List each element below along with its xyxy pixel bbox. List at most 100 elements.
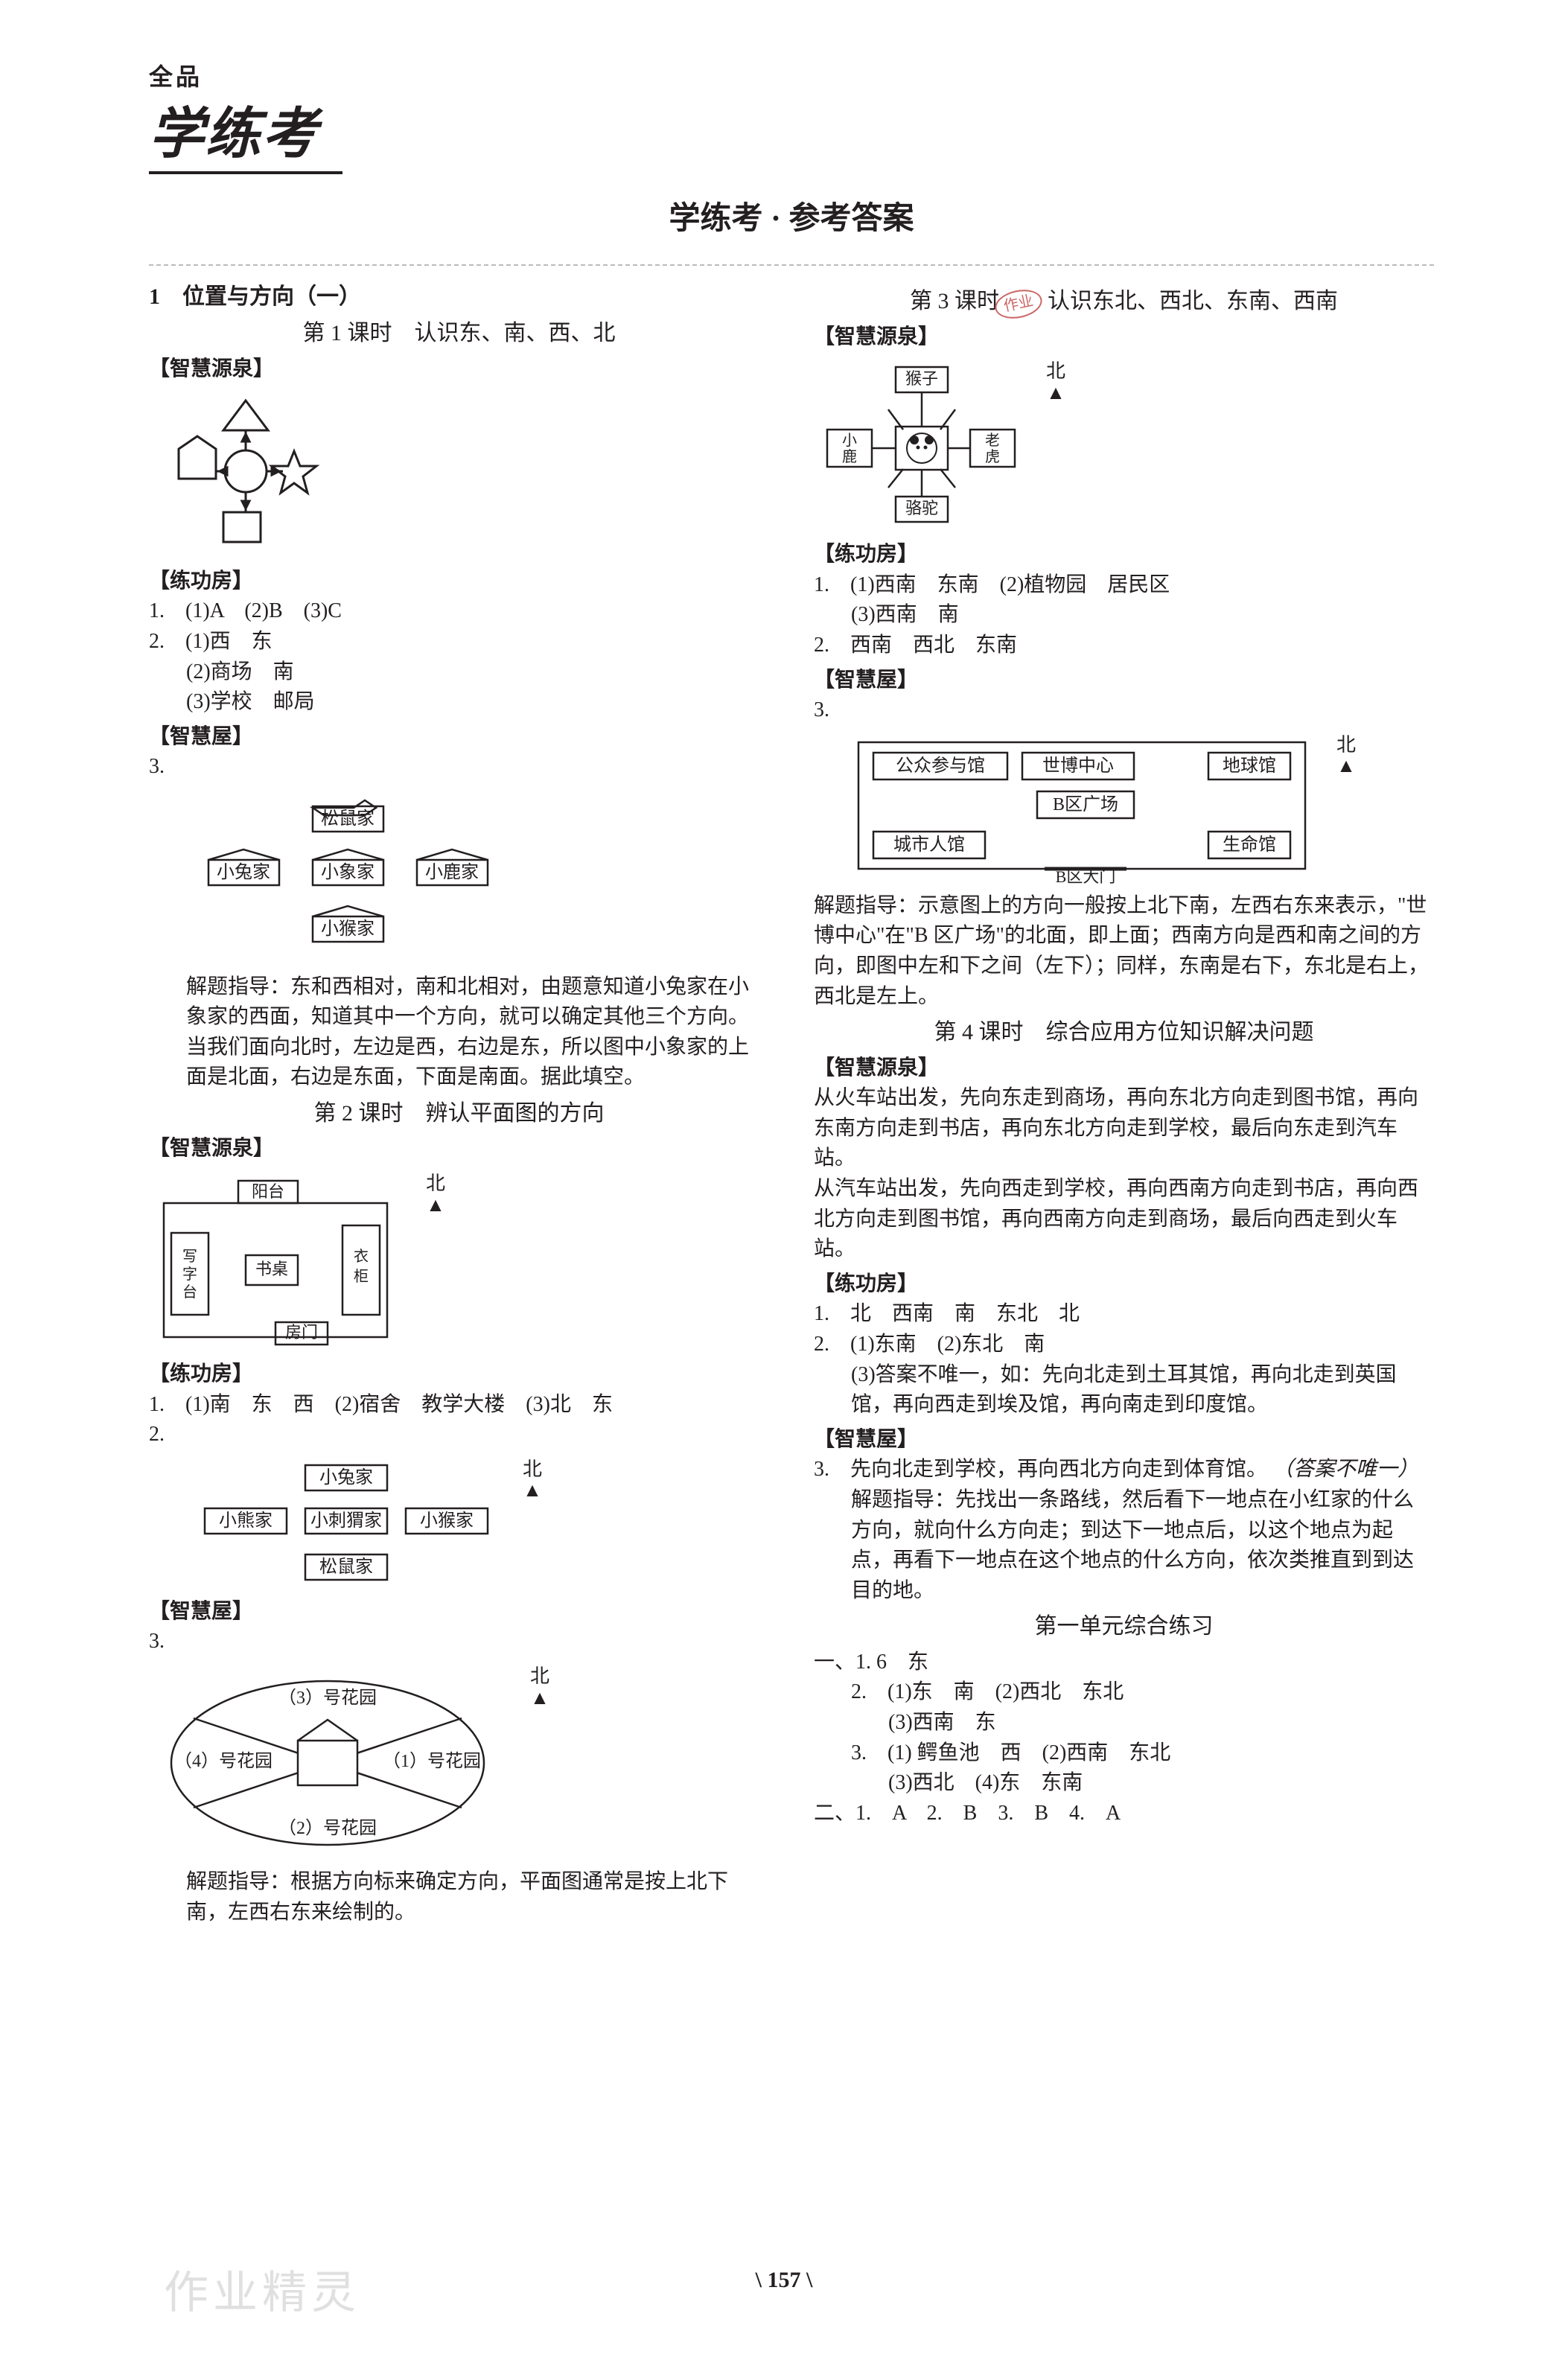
section-liangong-2: 【练功房】 bbox=[149, 1359, 769, 1390]
section-liangong-1: 【练功房】 bbox=[149, 567, 769, 597]
logo-subtitle: 全品 bbox=[149, 60, 1434, 94]
section-zhihuiyuan-3: 【智慧源泉】 bbox=[814, 322, 1434, 353]
l2-ans2: 2. bbox=[149, 1420, 769, 1450]
diagram-zoo: 猴子 小 鹿 老 虎 骆驼 北▲ bbox=[814, 361, 1434, 532]
r3-ans2: 2. 西南 西北 东南 bbox=[814, 631, 1434, 661]
l1-ans2b: (2)商场 南 bbox=[149, 657, 769, 688]
svg-text:虎: 虎 bbox=[985, 448, 1000, 465]
r3-ans1b: (3)西南 南 bbox=[814, 600, 1434, 631]
rv-1: 一、1. 6 东 bbox=[814, 1648, 1434, 1678]
l1-ans3: 3. bbox=[149, 752, 769, 782]
dia3-north: 北▲ bbox=[523, 1459, 542, 1502]
dia1-top: 松鼠家 bbox=[321, 809, 375, 829]
svg-text:衣: 衣 bbox=[354, 1248, 369, 1265]
svg-text:城市人馆: 城市人馆 bbox=[893, 835, 965, 855]
l2-explain: 解题指导：根据方向标来确定方向，平面图通常是按上北下南，左西右东来绘制的。 bbox=[149, 1867, 769, 1927]
section-liangong-3: 【练功房】 bbox=[814, 540, 1434, 570]
dia1-mid: 小象家 bbox=[321, 862, 375, 882]
lesson3-title: 第 3 课时 作业 认识东北、西北、东南、西南 bbox=[814, 285, 1434, 318]
dia1-bottom: 小猴家 bbox=[321, 919, 375, 939]
lesson4-title: 第 4 课时 综合应用方位知识解决问题 bbox=[814, 1016, 1434, 1049]
svg-text:小兔家: 小兔家 bbox=[319, 1467, 373, 1487]
watermark: 作业精灵 bbox=[164, 2261, 360, 2326]
logo-title: 学练考 bbox=[149, 94, 1434, 173]
r4-note: （答案不唯一） bbox=[1272, 1458, 1418, 1481]
section-zhihuiyuan-4: 【智慧源泉】 bbox=[814, 1053, 1434, 1084]
section-zhihuiyuan-1: 【智慧源泉】 bbox=[149, 354, 769, 385]
dia2-door: 房门 bbox=[285, 1323, 318, 1342]
svg-text:公众参与馆: 公众参与馆 bbox=[896, 756, 985, 776]
section-zhihuiyuan-2: 【智慧源泉】 bbox=[149, 1134, 769, 1164]
r4-ans3: 3. 先向北走到学校，再向西北方向走到体育馆。 （答案不唯一） bbox=[814, 1455, 1434, 1485]
section-zhihuiwu-3: 【智慧屋】 bbox=[814, 666, 1434, 696]
dia6-north: 北▲ bbox=[1336, 735, 1356, 777]
svg-text:小熊家: 小熊家 bbox=[219, 1511, 273, 1531]
rv-3: 3. (1) 鳄鱼池 西 (2)西南 东北 bbox=[814, 1738, 1434, 1769]
unit-title: 1 位置与方向（一） bbox=[149, 281, 769, 313]
rv-B: 二、1. A 2. B 3. B 4. A bbox=[814, 1799, 1434, 1829]
diagram-animals-cross: 小兔家 小熊家 小刺猬家 小猴家 松鼠家 北▲ bbox=[149, 1459, 769, 1589]
svg-text:（3）号花园: （3）号花园 bbox=[278, 1688, 377, 1708]
r4-ans2b: (3)答案不唯一，如：先向北走到土耳其馆，再向北走到英国馆，再向西走到埃及馆，再… bbox=[814, 1360, 1434, 1420]
svg-text:B区大门: B区大门 bbox=[1056, 867, 1116, 884]
l1-ans2: 2. (1)西 东 bbox=[149, 627, 769, 657]
dia4-north: 北▲ bbox=[530, 1666, 549, 1709]
svg-text:（4）号花园: （4）号花园 bbox=[174, 1751, 273, 1771]
page-title: 学练考 · 参考答案 bbox=[149, 197, 1434, 242]
diagram-shapes bbox=[149, 393, 769, 559]
l1-explain: 解题指导：东和西相对，南和北相对，由题意知道小兔家在小象家的西面，知道其中一个方… bbox=[149, 972, 769, 1093]
svg-text:骆驼: 骆驼 bbox=[905, 499, 938, 517]
section-zhihuiwu-4: 【智慧屋】 bbox=[814, 1425, 1434, 1455]
svg-text:鹿: 鹿 bbox=[842, 448, 857, 465]
svg-text:地球馆: 地球馆 bbox=[1223, 756, 1276, 776]
r4-para-a: 从火车站出发，先向东走到商场，再向东北方向走到图书馆，再向东南方向走到书店，再向… bbox=[814, 1083, 1434, 1174]
review-title: 第一单元综合练习 bbox=[814, 1610, 1434, 1643]
diagram-room: 阳台 写 字 台 书桌 衣 柜 房门 北▲ bbox=[149, 1173, 769, 1352]
dia2-balcony: 阳台 bbox=[252, 1182, 284, 1201]
svg-text:（1）号花园: （1）号花园 bbox=[383, 1751, 481, 1771]
section-zhihuiwu-1: 【智慧屋】 bbox=[149, 722, 769, 753]
l2-ans1: 1. (1)南 东 西 (2)宿舍 教学大楼 (3)北 东 bbox=[149, 1390, 769, 1420]
dia2-cal1: 写 bbox=[182, 1249, 197, 1265]
section-zhihuiwu-2: 【智慧屋】 bbox=[149, 1597, 769, 1627]
svg-text:老: 老 bbox=[985, 432, 1000, 449]
r4-ans1: 1. 北 西南 南 东北 北 bbox=[814, 1299, 1434, 1330]
rv-3b: (3)西北 (4)东 东南 bbox=[814, 1768, 1434, 1799]
r4-para-b: 从汽车站出发，先向西走到学校，再向西南方向走到书店，再向西北方向走到图书馆，再向… bbox=[814, 1174, 1434, 1265]
diagram-gardens: （3）号花园 （1）号花园 （2）号花园 （4）号花园 北▲ bbox=[149, 1666, 769, 1860]
dia5-north: 北▲ bbox=[1046, 361, 1065, 404]
svg-text:柜: 柜 bbox=[354, 1268, 369, 1285]
svg-text:台: 台 bbox=[182, 1283, 197, 1301]
l1-ans2c: (3)学校 邮局 bbox=[149, 687, 769, 718]
section-liangong-4: 【练功房】 bbox=[814, 1269, 1434, 1300]
title-rule bbox=[149, 264, 1434, 266]
l2-ans3: 3. bbox=[149, 1627, 769, 1657]
diagram-expo: 公众参与馆 世博中心 地球馆 B区广场 城市人馆 生命馆 B区大门 北▲ bbox=[814, 735, 1434, 884]
dia1-left: 小兔家 bbox=[217, 862, 270, 882]
svg-text:小: 小 bbox=[842, 432, 857, 449]
svg-text:小猴家: 小猴家 bbox=[420, 1511, 474, 1531]
r3-explain: 解题指导：示意图上的方向一般按上北下南，左西右东来表示，"世博中心"在"B 区广… bbox=[814, 891, 1434, 1012]
svg-text:猴子: 猴子 bbox=[905, 369, 938, 388]
dia2-desk: 书桌 bbox=[255, 1260, 288, 1278]
rv-2: 2. (1)东 南 (2)西北 东北 bbox=[814, 1677, 1434, 1708]
l1-ans1: 1. (1)A (2)B (3)C bbox=[149, 596, 769, 627]
lesson1-title: 第 1 课时 认识东、南、西、北 bbox=[149, 317, 769, 350]
svg-text:字: 字 bbox=[182, 1266, 197, 1283]
r4-explain: 解题指导：先找出一条路线，然后看下一地点在小红家的什么方向，就向什么方向走；到达… bbox=[814, 1485, 1434, 1606]
svg-text:（2）号花园: （2）号花园 bbox=[278, 1818, 377, 1838]
dia1-right: 小鹿家 bbox=[425, 862, 479, 882]
rv-2b: (3)西南 东 bbox=[814, 1708, 1434, 1738]
svg-text:小刺猬家: 小刺猬家 bbox=[310, 1511, 382, 1531]
svg-text:世博中心: 世博中心 bbox=[1042, 756, 1114, 776]
r3-ans1: 1. (1)西南 东南 (2)植物园 居民区 bbox=[814, 570, 1434, 601]
left-column: 1 位置与方向（一） 第 1 课时 认识东、南、西、北 【智慧源泉】 bbox=[149, 281, 769, 1928]
content-columns: 1 位置与方向（一） 第 1 课时 认识东、南、西、北 【智慧源泉】 bbox=[149, 281, 1434, 1928]
right-column: 第 3 课时 作业 认识东北、西北、东南、西南 【智慧源泉】 bbox=[814, 281, 1434, 1928]
svg-text:B区广场: B区广场 bbox=[1053, 794, 1118, 814]
r3-ans3: 3. bbox=[814, 695, 1434, 726]
lesson2-title: 第 2 课时 辨认平面图的方向 bbox=[149, 1097, 769, 1130]
svg-text:生命馆: 生命馆 bbox=[1223, 835, 1276, 855]
stamp-icon: 作业 bbox=[992, 285, 1044, 322]
diagram-houses-cross: 松鼠家 小兔家 小象家 小鹿家 小猴家 bbox=[149, 791, 769, 965]
